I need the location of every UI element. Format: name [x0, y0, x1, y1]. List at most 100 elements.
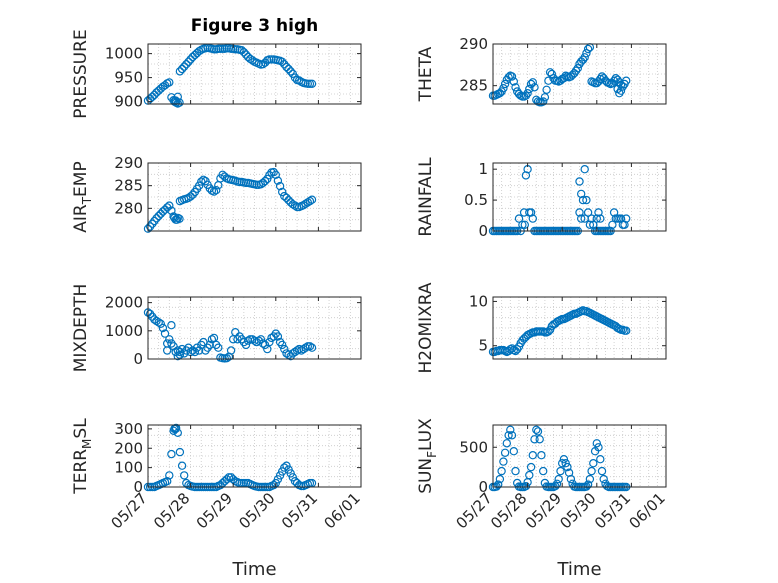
data-point — [504, 431, 513, 440]
data-point — [596, 74, 605, 84]
data-point — [523, 88, 532, 98]
data-point — [165, 335, 174, 344]
data-point — [554, 474, 563, 484]
data-point — [583, 208, 593, 217]
data-point — [585, 474, 595, 484]
data-point — [582, 195, 591, 205]
data-point — [511, 466, 520, 476]
y-tick-label: 1 — [478, 160, 488, 178]
data-point — [280, 463, 289, 472]
data-point — [563, 462, 572, 472]
data-point — [616, 86, 626, 95]
data-point — [526, 462, 536, 472]
data-point — [209, 45, 219, 54]
data-point — [297, 346, 306, 355]
y-axis-label: PRESSURE — [71, 29, 91, 118]
data-point — [307, 343, 317, 352]
data-point — [152, 316, 161, 326]
data-point — [571, 66, 581, 75]
x-tick-label: 05/29 — [193, 489, 236, 532]
data-point — [167, 449, 176, 459]
chart-title: Figure 3 high — [191, 16, 319, 36]
data-point — [622, 214, 631, 223]
data-point — [521, 482, 531, 491]
data-point — [150, 315, 159, 324]
y-tick-label: 950 — [114, 69, 143, 87]
data-point — [152, 214, 161, 223]
data-point — [608, 220, 617, 229]
data-point — [561, 459, 570, 468]
x-tick-label: 05/28 — [487, 489, 530, 532]
axes-box — [492, 424, 667, 488]
data-point — [186, 192, 195, 201]
data-point — [216, 44, 225, 54]
data-point — [273, 332, 283, 341]
x-axis-label: Time — [556, 559, 601, 580]
subplot-mixdepth: 0 1000 2000 MIXDEPTH — [71, 284, 362, 372]
data-point — [504, 73, 513, 82]
x-tick-label: 05/28 — [150, 489, 193, 532]
data-point — [594, 443, 603, 452]
data-point — [580, 164, 589, 174]
data-point — [502, 439, 511, 448]
data-point — [150, 90, 159, 100]
y-tick-label: 290 — [459, 35, 488, 53]
data-point — [542, 85, 551, 95]
y-tick-label: 285 — [459, 77, 488, 95]
data-point — [177, 64, 187, 74]
subplot-theta: 285 290 THETA — [416, 35, 667, 107]
data-point — [288, 349, 297, 358]
x-tick-label: 05/31 — [591, 489, 634, 532]
data-point — [551, 482, 560, 491]
data-point — [271, 170, 280, 179]
data-point — [199, 175, 208, 184]
x-tick-label: 06/01 — [321, 489, 364, 532]
y-tick-label: 300 — [114, 420, 143, 438]
data-point — [532, 425, 541, 434]
data-point — [500, 79, 510, 89]
data-point — [282, 193, 291, 203]
data-point — [175, 347, 185, 357]
data-point — [592, 214, 602, 223]
data-point — [558, 459, 567, 468]
data-point — [526, 208, 536, 217]
data-point — [599, 474, 608, 484]
data-point — [205, 340, 214, 350]
data-point — [278, 340, 287, 350]
y-tick-label: 10 — [469, 292, 488, 310]
data-point — [273, 176, 283, 185]
data-point — [518, 220, 527, 229]
data-point — [500, 448, 510, 457]
data-point — [497, 466, 506, 476]
data-point — [156, 319, 165, 328]
data-point — [211, 185, 221, 195]
data-point — [622, 76, 631, 85]
data-point — [566, 474, 576, 484]
data-point — [184, 57, 193, 67]
data-point — [499, 83, 508, 93]
data-point — [278, 57, 287, 67]
data-point — [222, 475, 231, 484]
data-point — [587, 466, 596, 476]
data-point — [494, 480, 503, 489]
y-tick-label: 1000 — [105, 45, 143, 63]
data-point — [175, 447, 185, 457]
data-point — [282, 62, 291, 72]
data-point — [556, 466, 565, 476]
y-tick-label: 100 — [114, 459, 143, 477]
data-point — [148, 92, 157, 102]
data-point — [188, 346, 197, 355]
y-axis-label: AIRTEMP — [71, 161, 94, 232]
data-point — [290, 73, 300, 82]
data-point — [241, 50, 251, 59]
y-tick-label: 285 — [114, 177, 143, 195]
data-point — [521, 171, 531, 180]
axes-box — [147, 424, 362, 488]
data-point — [507, 431, 517, 440]
data-point — [167, 321, 176, 330]
data-point — [269, 167, 278, 177]
data-point — [154, 211, 163, 221]
